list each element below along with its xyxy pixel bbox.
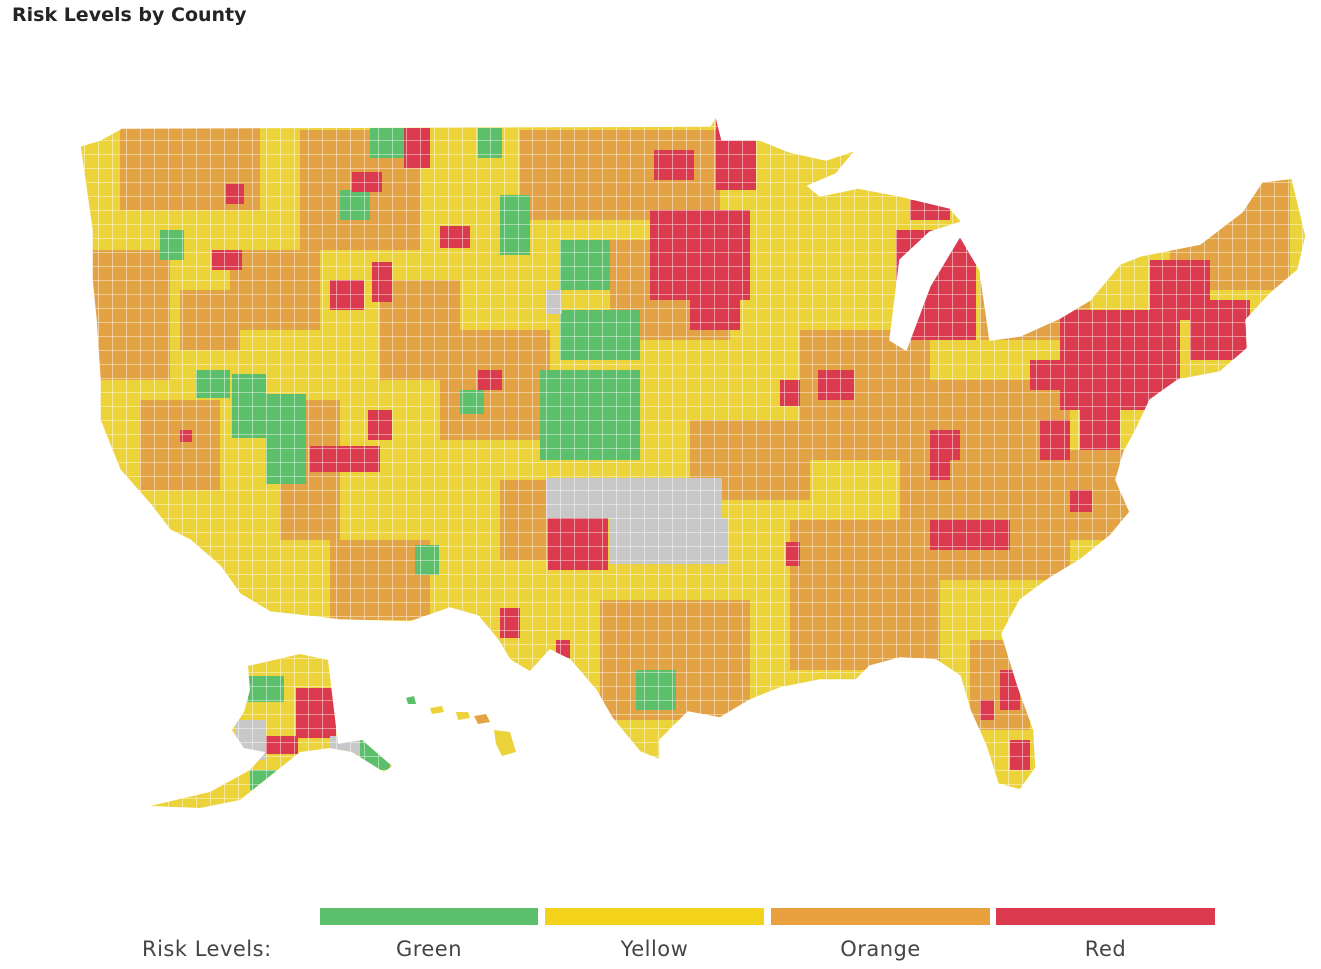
legend-label-green: Green — [395, 937, 463, 961]
county-risk-map — [79, 115, 1307, 808]
hawaii — [406, 696, 516, 756]
chart-title: Risk Levels by County — [12, 4, 247, 26]
legend-label-orange: Orange — [840, 937, 921, 961]
legend-swatch-green — [320, 908, 538, 925]
alaska — [150, 654, 392, 808]
us-map-svg — [79, 115, 1307, 808]
legend-label-red: Red — [1084, 937, 1127, 961]
legend-label-yellow: Yellow — [620, 937, 689, 961]
legend-swatch-red — [996, 908, 1215, 925]
legend-swatch-orange — [771, 908, 990, 925]
legend-swatch-yellow — [545, 908, 764, 925]
legend-title: Risk Levels: — [142, 937, 272, 961]
